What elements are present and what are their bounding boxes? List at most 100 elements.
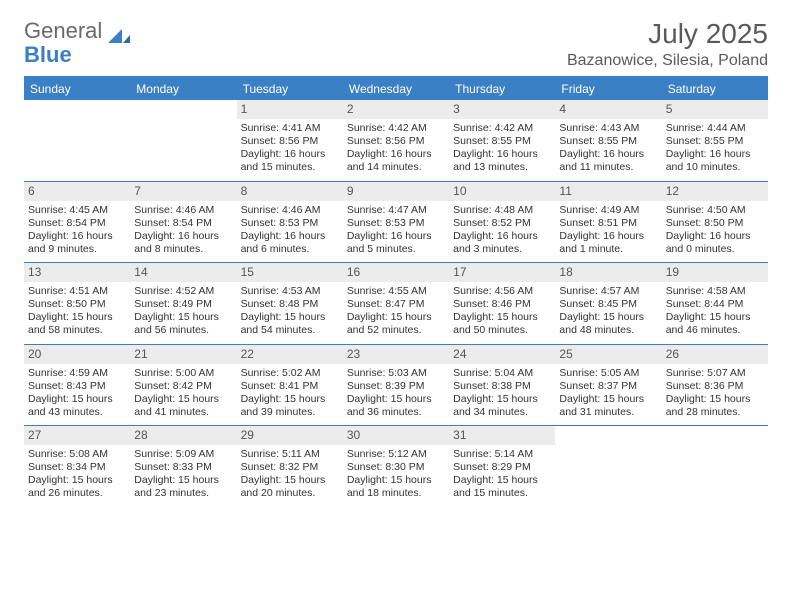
cell-sunset: Sunset: 8:51 PM <box>559 217 657 230</box>
cell-sunset: Sunset: 8:33 PM <box>134 461 232 474</box>
cell-daylight2: and 58 minutes. <box>28 324 126 337</box>
calendar-cell: 1Sunrise: 4:41 AMSunset: 8:56 PMDaylight… <box>237 100 343 181</box>
logo-text-general: General <box>24 18 102 44</box>
day-header: Tuesday <box>237 78 343 100</box>
day-number: 17 <box>449 263 555 282</box>
cell-sunrise: Sunrise: 5:02 AM <box>241 367 339 380</box>
cell-sunset: Sunset: 8:47 PM <box>347 298 445 311</box>
cell-sunset: Sunset: 8:29 PM <box>453 461 551 474</box>
cell-daylight2: and 14 minutes. <box>347 161 445 174</box>
day-header: Saturday <box>662 78 768 100</box>
day-number: 3 <box>449 100 555 119</box>
location-subtitle: Bazanowice, Silesia, Poland <box>567 52 768 70</box>
cell-daylight1: Daylight: 16 hours <box>347 230 445 243</box>
cell-daylight1: Daylight: 15 hours <box>241 311 339 324</box>
cell-sunrise: Sunrise: 5:14 AM <box>453 448 551 461</box>
cell-sunset: Sunset: 8:32 PM <box>241 461 339 474</box>
cell-daylight2: and 46 minutes. <box>666 324 764 337</box>
cell-daylight1: Daylight: 16 hours <box>559 230 657 243</box>
calendar-cell: 27Sunrise: 5:08 AMSunset: 8:34 PMDayligh… <box>24 426 130 507</box>
cell-sunset: Sunset: 8:43 PM <box>28 380 126 393</box>
calendar-cell: 5Sunrise: 4:44 AMSunset: 8:55 PMDaylight… <box>662 100 768 181</box>
calendar-cell: 24Sunrise: 5:04 AMSunset: 8:38 PMDayligh… <box>449 345 555 426</box>
cell-daylight2: and 36 minutes. <box>347 406 445 419</box>
calendar-cell: 30Sunrise: 5:12 AMSunset: 8:30 PMDayligh… <box>343 426 449 507</box>
cell-sunset: Sunset: 8:54 PM <box>28 217 126 230</box>
logo-text-blue: Blue <box>24 42 72 68</box>
calendar-cell: 11 Sunrise: 4:49 AMSunset: 8:51 PMDayligh… <box>555 182 661 263</box>
cell-sunset: Sunset: 8:44 PM <box>666 298 764 311</box>
cell-daylight1: Daylight: 15 hours <box>347 311 445 324</box>
cell-sunrise: Sunrise: 5:12 AM <box>347 448 445 461</box>
calendar-cell: 22Sunrise: 5:02 AMSunset: 8:41 PMDayligh… <box>237 345 343 426</box>
cell-sunset: Sunset: 8:38 PM <box>453 380 551 393</box>
cell-daylight2: and 31 minutes. <box>559 406 657 419</box>
day-number: 7 <box>130 182 236 201</box>
cell-sunset: Sunset: 8:30 PM <box>347 461 445 474</box>
cell-daylight2: and 52 minutes. <box>347 324 445 337</box>
cell-daylight2: and 13 minutes. <box>453 161 551 174</box>
calendar-cell: 8Sunrise: 4:46 AMSunset: 8:53 PMDaylight… <box>237 182 343 263</box>
cell-daylight1: Daylight: 15 hours <box>347 393 445 406</box>
day-number: 8 <box>237 182 343 201</box>
day-number: 2 <box>343 100 449 119</box>
cell-daylight1: Daylight: 16 hours <box>241 148 339 161</box>
cell-sunrise: Sunrise: 4:46 AM <box>134 204 232 217</box>
cell-daylight2: and 48 minutes. <box>559 324 657 337</box>
cell-sunrise: Sunrise: 4:47 AM <box>347 204 445 217</box>
cell-sunrise: Sunrise: 4:44 AM <box>666 122 764 135</box>
logo-sail-icon <box>108 23 130 39</box>
calendar-cell: 10Sunrise: 4:48 AMSunset: 8:52 PMDayligh… <box>449 182 555 263</box>
cell-daylight2: and 15 minutes. <box>241 161 339 174</box>
cell-sunset: Sunset: 8:53 PM <box>241 217 339 230</box>
day-number: 22 <box>237 345 343 364</box>
day-number: 24 <box>449 345 555 364</box>
cell-daylight2: and 5 minutes. <box>347 243 445 256</box>
day-number: 20 <box>24 345 130 364</box>
cell-daylight2: and 6 minutes. <box>241 243 339 256</box>
cell-sunset: Sunset: 8:54 PM <box>134 217 232 230</box>
cell-sunrise: Sunrise: 4:58 AM <box>666 285 764 298</box>
cell-sunset: Sunset: 8:45 PM <box>559 298 657 311</box>
calendar-cell: 18Sunrise: 4:57 AMSunset: 8:45 PMDayligh… <box>555 263 661 344</box>
calendar-cell: 16Sunrise: 4:55 AMSunset: 8:47 PMDayligh… <box>343 263 449 344</box>
cell-daylight1: Daylight: 15 hours <box>453 393 551 406</box>
day-header: Sunday <box>24 78 130 100</box>
cell-sunrise: Sunrise: 4:57 AM <box>559 285 657 298</box>
calendar-cell: 9Sunrise: 4:47 AMSunset: 8:53 PMDaylight… <box>343 182 449 263</box>
cell-daylight1: Daylight: 15 hours <box>666 311 764 324</box>
cell-sunset: Sunset: 8:36 PM <box>666 380 764 393</box>
cell-sunset: Sunset: 8:53 PM <box>347 217 445 230</box>
cell-sunrise: Sunrise: 5:03 AM <box>347 367 445 380</box>
day-number: 28 <box>130 426 236 445</box>
calendar-cell: 6Sunrise: 4:45 AMSunset: 8:54 PMDaylight… <box>24 182 130 263</box>
calendar-cell: 25Sunrise: 5:05 AMSunset: 8:37 PMDayligh… <box>555 345 661 426</box>
cell-sunset: Sunset: 8:50 PM <box>666 217 764 230</box>
day-number: 19 <box>662 263 768 282</box>
cell-daylight1: Daylight: 15 hours <box>559 393 657 406</box>
day-number: 11 <box>555 182 661 201</box>
cell-sunset: Sunset: 8:46 PM <box>453 298 551 311</box>
day-number: 14 <box>130 263 236 282</box>
cell-daylight1: Daylight: 16 hours <box>453 230 551 243</box>
cell-daylight1: Daylight: 15 hours <box>453 474 551 487</box>
cell-sunrise: Sunrise: 4:49 AM <box>559 204 657 217</box>
cell-sunrise: Sunrise: 5:00 AM <box>134 367 232 380</box>
cell-daylight1: Daylight: 16 hours <box>134 230 232 243</box>
cell-sunset: Sunset: 8:56 PM <box>241 135 339 148</box>
calendar-cell: 17Sunrise: 4:56 AMSunset: 8:46 PMDayligh… <box>449 263 555 344</box>
cell-sunset: Sunset: 8:55 PM <box>666 135 764 148</box>
cell-sunrise: Sunrise: 4:55 AM <box>347 285 445 298</box>
page-title: July 2025 <box>567 18 768 50</box>
cell-daylight1: Daylight: 15 hours <box>453 311 551 324</box>
calendar-cell: 29Sunrise: 5:11 AMSunset: 8:32 PMDayligh… <box>237 426 343 507</box>
cell-sunset: Sunset: 8:42 PM <box>134 380 232 393</box>
cell-sunrise: Sunrise: 4:42 AM <box>453 122 551 135</box>
cell-daylight2: and 41 minutes. <box>134 406 232 419</box>
cell-daylight1: Daylight: 15 hours <box>28 393 126 406</box>
day-number: 31 <box>449 426 555 445</box>
cell-daylight1: Daylight: 15 hours <box>347 474 445 487</box>
cell-sunrise: Sunrise: 5:07 AM <box>666 367 764 380</box>
calendar-cell: 31 Sunrise: 5:14 AMSunset: 8:29 PMDayligh… <box>449 426 555 507</box>
cell-daylight2: and 15 minutes. <box>453 487 551 500</box>
